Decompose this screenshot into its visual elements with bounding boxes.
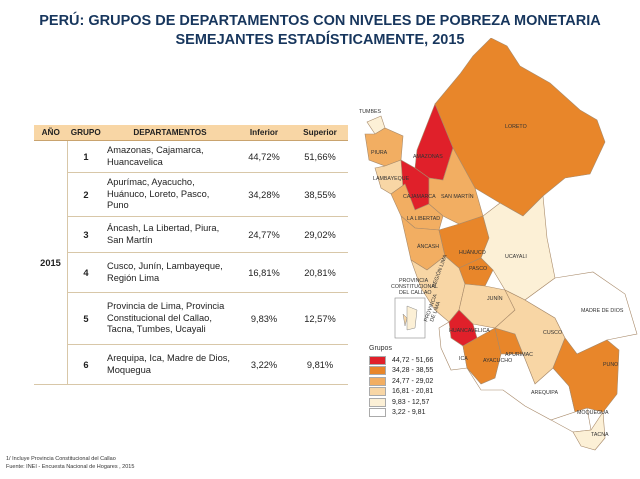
map-label-pasco: PASCO: [469, 266, 487, 272]
table-header-row: AÑO GRUPO DEPARTAMENTOS Inferior Superio…: [34, 125, 348, 141]
map-label-callao-1: PROVINCIA: [399, 278, 429, 284]
legend-label: 44,72 - 51,66: [392, 356, 434, 364]
table-row: 5 Provincia de Lima, Provincia Constituc…: [34, 292, 348, 345]
map-label-la-libertad: LA LIBERTAD: [407, 216, 440, 222]
group-cell: 4: [67, 252, 104, 293]
group-cell: 3: [67, 216, 104, 253]
poverty-table: AÑO GRUPO DEPARTAMENTOS Inferior Superio…: [34, 125, 348, 385]
page-title: PERÚ: GRUPOS DE DEPARTAMENTOS CON NIVELE…: [0, 12, 640, 50]
upper-cell: 9,81%: [292, 344, 348, 385]
region-tacna: [572, 411, 606, 451]
col-header-group: GRUPO: [67, 125, 104, 141]
legend-item: 34,28 - 38,55: [369, 366, 433, 377]
lower-cell: 44,72%: [236, 140, 292, 173]
map-label-amazonas: AMAZONAS: [413, 154, 443, 160]
map-label-huanuco: HUÁNUCO: [459, 249, 486, 256]
departments-cell: Provincia de Lima, Provincia Constitucio…: [104, 292, 236, 345]
map-label-loreto: LORETO: [505, 124, 527, 130]
map-label-tacna: TACNA: [591, 432, 609, 438]
map-label-ucayali: UCAYALI: [505, 254, 527, 260]
departments-cell: Áncash, La Libertad, Piura, San Martín: [104, 216, 236, 253]
map-label-lambayeque: LAMBAYEQUE: [373, 176, 410, 182]
col-header-upper: Superior: [292, 125, 348, 141]
footnote-1: 1/ Incluye Provincia Constitucional del …: [6, 456, 116, 462]
col-header-lower: Inferior: [236, 125, 292, 141]
upper-cell: 20,81%: [292, 252, 348, 293]
legend-item: 24,77 - 29,02: [369, 376, 433, 387]
map-label-junin: JUNÍN: [487, 295, 503, 302]
map-label-piura: PIURA: [371, 150, 388, 156]
legend-swatch: [369, 408, 386, 418]
map-label-puno: PUNO: [603, 362, 618, 368]
departments-cell: Apurímac, Ayacucho, Huánuco, Loreto, Pas…: [104, 172, 236, 217]
map-label-huancavelica: HUANCAVELICA: [449, 328, 490, 334]
group-cell: 2: [67, 172, 104, 217]
lower-cell: 3,22%: [236, 344, 292, 385]
group-cell: 5: [67, 292, 104, 345]
callao-inset: [394, 297, 426, 339]
legend-label: 16,81 - 20,81: [392, 388, 434, 396]
upper-cell: 12,57%: [292, 292, 348, 345]
map-label-tumbes: TUMBES: [359, 109, 382, 115]
map-label-cusco: CUSCO: [543, 330, 562, 336]
departments-cell: Amazonas, Cajamarca, Huancavelica: [104, 140, 236, 173]
region-loreto: [434, 38, 606, 217]
legend-label: 3,22 - 9,81: [392, 409, 426, 417]
map-label-cajamarca: CAJAMARCA: [403, 194, 436, 200]
table-row: 2 Apurímac, Ayacucho, Huánuco, Loreto, P…: [34, 172, 348, 217]
legend-swatch: [369, 397, 386, 407]
legend-item: 16,81 - 20,81: [369, 387, 433, 398]
footnotes: 1/ Incluye Provincia Constitucional del …: [6, 455, 134, 471]
lower-cell: 9,83%: [236, 292, 292, 345]
upper-cell: 51,66%: [292, 140, 348, 173]
map-label-ica: ICA: [459, 356, 468, 362]
title-line-1: PERÚ: GRUPOS DE DEPARTAMENTOS CON NIVELE…: [39, 13, 601, 29]
region-moquegua: [550, 407, 592, 433]
map-legend: Grupos 44,72 - 51,66 34,28 - 38,55 24,77…: [369, 345, 433, 418]
peru-map: TUMBES LORETO PIURA AMAZONAS LAMBAYEQUE …: [359, 38, 638, 451]
departments-cell: Cusco, Junín, Lambayeque, Región Lima: [104, 252, 236, 293]
map-label-arequipa: AREQUIPA: [531, 390, 558, 396]
lower-cell: 24,77%: [236, 216, 292, 253]
departments-cell: Arequipa, Ica, Madre de Dios, Moquegua: [104, 344, 236, 385]
legend-label: 9,83 - 12,57: [392, 398, 430, 406]
title-line-2: SEMEJANTES ESTADÍSTICAMENTE, 2015: [175, 32, 465, 48]
map-label-moquegua: MOQUEGUA: [577, 410, 609, 416]
legend-swatch: [369, 355, 386, 365]
map-label-ayacucho: AYACUCHO: [483, 358, 512, 364]
legend-label: 34,28 - 38,55: [392, 367, 434, 375]
legend-label: 24,77 - 29,02: [392, 377, 434, 385]
lower-cell: 16,81%: [236, 252, 292, 293]
map-label-callao-2: CONSTITUCIONAL: [391, 284, 438, 290]
upper-cell: 38,55%: [292, 172, 348, 217]
col-header-departments: DEPARTAMENTOS: [104, 125, 236, 141]
legend-item: 9,83 - 12,57: [369, 397, 433, 408]
group-cell: 6: [67, 344, 104, 385]
map-label-madre-de-dios: MADRE DE DIOS: [581, 308, 624, 314]
table-row: 4 Cusco, Junín, Lambayeque, Región Lima …: [34, 252, 348, 293]
map-label-ancash: ÁNCASH: [417, 243, 439, 250]
legend-item: 3,22 - 9,81: [369, 408, 433, 419]
legend-title: Grupos: [369, 345, 392, 352]
source-note: Fuente: INEI - Encuesta Nacional de Hoga…: [6, 464, 135, 470]
region-piura: [364, 127, 404, 167]
year-cell: 2015: [34, 140, 68, 385]
map-label-apurimac: APURÍMAC: [505, 351, 533, 358]
map-label-callao-3: DEL CALLAO: [399, 290, 431, 296]
group-cell: 1: [67, 140, 104, 173]
table-row: 6 Arequipa, Ica, Madre de Dios, Moquegua…: [34, 344, 348, 385]
legend-swatch: [369, 366, 386, 376]
table-row: 3 Áncash, La Libertad, Piura, San Martín…: [34, 216, 348, 253]
map-label-san-martin: SAN MARTÍN: [441, 193, 474, 200]
legend-swatch: [369, 387, 386, 397]
legend-swatch: [369, 376, 386, 386]
upper-cell: 29,02%: [292, 216, 348, 253]
legend-item: 44,72 - 51,66: [369, 355, 433, 366]
table-row: 2015 1 Amazonas, Cajamarca, Huancavelica…: [34, 140, 348, 385]
col-header-year: AÑO: [34, 125, 68, 141]
lower-cell: 34,28%: [236, 172, 292, 217]
